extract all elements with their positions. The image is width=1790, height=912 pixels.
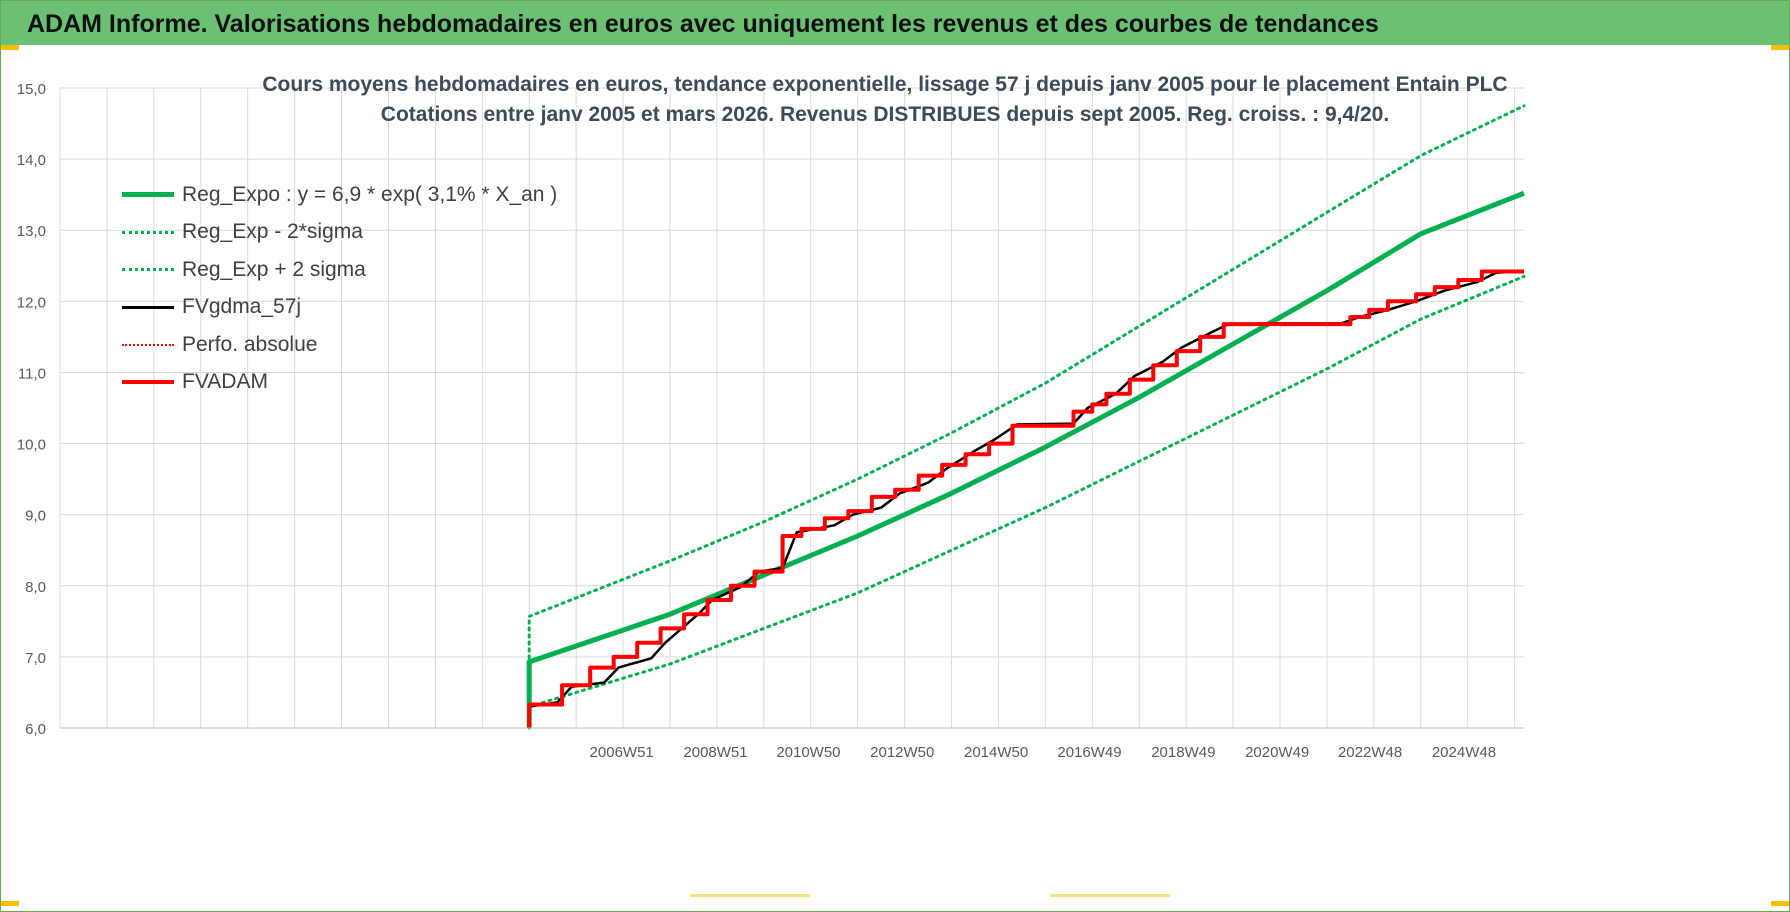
corner-marker	[1771, 901, 1789, 906]
x-tick-label: 2020W49	[1245, 744, 1309, 761]
x-tick-label: 2024W48	[1432, 744, 1496, 761]
legend-swatch	[122, 380, 174, 385]
x-tick-label: 2014W50	[964, 744, 1028, 761]
y-tick-label: 9,0	[25, 508, 46, 525]
chart-title-line-2: Cotations entre janv 2005 et mars 2026. …	[380, 103, 1390, 126]
legend-swatch	[122, 192, 174, 198]
legend-item-fvadam: FVADAM	[122, 364, 557, 402]
y-tick-label: 8,0	[25, 579, 46, 596]
series-line	[527, 269, 1524, 728]
report-title: ADAM Informe. Valorisations hebdomadaire…	[27, 10, 1379, 38]
legend-swatch	[122, 230, 174, 234]
y-tick-label: 6,0	[25, 721, 46, 738]
legend-label: Perfo. absolue	[182, 332, 318, 356]
x-tick-label: 2018W49	[1151, 744, 1215, 761]
corner-marker	[1, 901, 19, 906]
legend-item-reg-exp-plus: Reg_Exp + 2 sigma	[122, 251, 557, 289]
legend-item-fvgdma: FVgdma_57j	[122, 289, 557, 327]
y-tick-label: 13,0	[17, 223, 46, 240]
x-tick-label: 2012W50	[870, 744, 934, 761]
legend-label: Reg_Exp - 2*sigma	[182, 220, 363, 244]
corner-marker	[1, 45, 19, 50]
x-tick-label: 2022W48	[1338, 744, 1402, 761]
y-tick-label: 11,0	[18, 365, 46, 382]
report-banner: ADAM Informe. Valorisations hebdomadaire…	[1, 1, 1789, 45]
series-line	[527, 269, 1525, 728]
chart-title: Cours moyens hebdomadaires en euros, ten…	[200, 70, 1570, 130]
legend-label: Reg_Expo : y = 6,9 * exp( 3,1% * X_an )	[182, 182, 558, 206]
legend-label: FVADAM	[182, 370, 268, 394]
legend-label: FVgdma_57j	[182, 295, 302, 319]
chart-axes: 6,0 7,0 8,0 9,0 10,0 11,0 12,0 13,0 14,0 15,0 2006…	[17, 81, 1524, 761]
y-tick-label: 15,0	[17, 81, 46, 98]
legend-swatch	[122, 343, 174, 346]
scroll-marker	[690, 894, 810, 897]
legend-swatch	[122, 305, 174, 309]
y-tick-label: 7,0	[25, 650, 46, 667]
corner-marker	[1771, 45, 1789, 50]
y-tick-label: 14,0	[17, 152, 46, 169]
series-line	[527, 274, 1526, 730]
legend-swatch	[122, 268, 174, 272]
legend-item-perfo-absolue: Perfo. absolue	[122, 326, 557, 364]
series-line	[526, 190, 1525, 728]
chart-series	[526, 104, 1526, 730]
scroll-marker	[1050, 894, 1170, 897]
legend-item-reg-expo: Reg_Expo : y = 6,9 * exp( 3,1% * X_an )	[122, 176, 557, 214]
chart-legend: Reg_Expo : y = 6,9 * exp( 3,1% * X_an ) …	[122, 176, 557, 401]
x-tick-label: 2016W49	[1057, 744, 1121, 761]
x-tick-label: 2008W51	[683, 744, 747, 761]
series-line	[527, 104, 1526, 730]
legend-item-reg-exp-minus: Reg_Exp - 2*sigma	[122, 214, 557, 252]
x-tick-label: 2010W50	[776, 744, 840, 761]
y-tick-label: 10,0	[17, 437, 46, 454]
x-tick-label: 2006W51	[590, 744, 654, 761]
legend-label: Reg_Exp + 2 sigma	[182, 257, 366, 281]
y-tick-label: 12,0	[17, 294, 46, 311]
chart-title-line-1: Cours moyens hebdomadaires en euros, ten…	[262, 73, 1508, 96]
